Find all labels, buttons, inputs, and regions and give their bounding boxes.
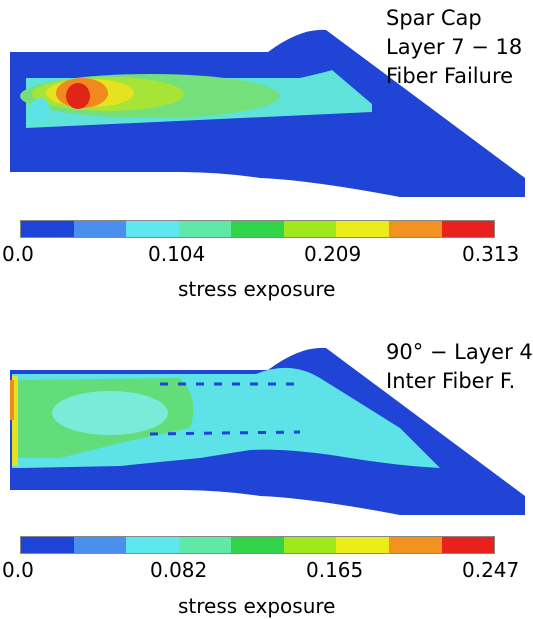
colorbar-swatch-3 (126, 221, 179, 237)
colorbar (20, 536, 495, 554)
colorbar-swatch-2 (73, 537, 127, 553)
colorbar-swatch-3 (126, 537, 179, 553)
colorbar-title: stress exposure (178, 594, 336, 618)
colorbar-swatch-4 (178, 221, 232, 237)
layer-label-line-3: Fiber Failure (386, 64, 514, 88)
spar-cap-contour-plot (10, 29, 525, 197)
colorbar-swatch-8 (388, 221, 442, 237)
colorbar (20, 220, 495, 238)
colorbar-swatch-8 (388, 537, 442, 553)
stress-contour-orange-edge (10, 380, 14, 420)
colorbar-swatch-6 (283, 537, 337, 553)
colorbar-title: stress exposure (178, 277, 336, 301)
colorbar-tick-4: 0.313 (462, 242, 520, 266)
colorbar-swatch-5 (231, 221, 284, 237)
colorbar-swatch-9 (441, 537, 495, 553)
colorbar-tick-1: 0.0 (2, 558, 34, 582)
layer-label-line-2: Layer 7 − 18 (386, 35, 523, 59)
colorbar-tick-2: 0.104 (148, 242, 206, 266)
layer-label-line-1: Spar Cap (386, 6, 482, 30)
stress-contour-red (66, 83, 90, 109)
colorbar-tick-3: 0.165 (306, 558, 364, 582)
layer-label-line-2: Inter Fiber F. (386, 369, 516, 393)
spar-cap-panel: Spar Cap Layer 7 − 18 Fiber Failure 0.0 … (2, 6, 525, 301)
colorbar-swatch-5 (231, 537, 284, 553)
colorbar-tick-3: 0.209 (304, 242, 362, 266)
colorbar-swatch-1 (21, 537, 74, 553)
colorbar-swatch-1 (21, 221, 74, 237)
colorbar-tick-1: 0.0 (2, 242, 34, 266)
colorbar-swatch-9 (441, 221, 495, 237)
layer-4-contour-plot (10, 347, 525, 515)
colorbar-tick-4: 0.247 (462, 558, 520, 582)
stress-contour-yellow-edge (12, 376, 18, 466)
colorbar-swatch-7 (336, 221, 389, 237)
layer-label-line-1: 90° − Layer 4 (386, 340, 533, 364)
colorbar-swatch-2 (73, 221, 127, 237)
colorbar-swatch-6 (283, 221, 337, 237)
layer-4-panel: 90° − Layer 4 Inter Fiber F. 0.0 0.082 0… (0, 318, 533, 619)
colorbar-swatch-4 (178, 537, 232, 553)
stress-contour-cyan-inner (52, 391, 168, 435)
ply-drop-line-lower (149, 430, 301, 436)
stress-contour-cyan-edge (30, 98, 50, 122)
colorbar-tick-2: 0.082 (150, 558, 208, 582)
colorbar-swatch-7 (336, 537, 389, 553)
